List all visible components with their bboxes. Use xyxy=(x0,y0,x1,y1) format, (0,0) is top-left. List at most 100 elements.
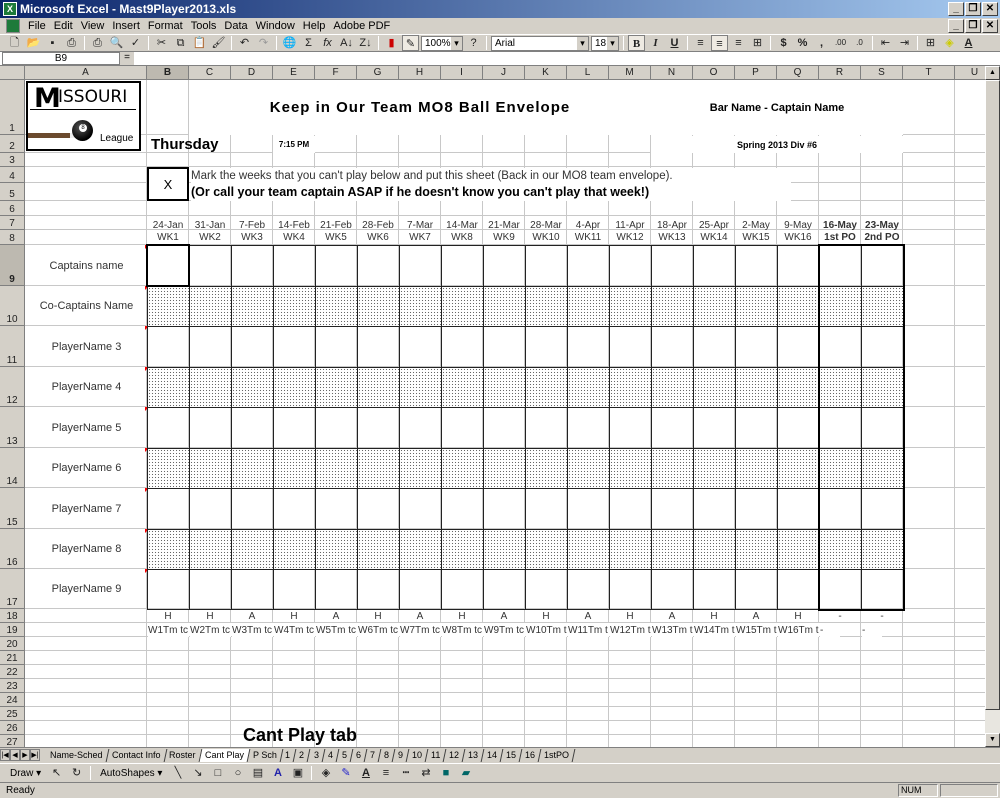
row-header-10[interactable]: 10 xyxy=(0,286,25,326)
availability-cell[interactable] xyxy=(567,448,610,489)
workbook-close-button[interactable]: ✕ xyxy=(982,19,998,33)
availability-cell[interactable] xyxy=(315,448,358,489)
zoom-select[interactable]: 100% xyxy=(421,35,463,51)
availability-cell[interactable] xyxy=(399,367,442,408)
paste-icon[interactable]: 📋 xyxy=(192,37,207,49)
column-header-n[interactable]: N xyxy=(651,66,693,80)
availability-cell[interactable] xyxy=(693,529,736,570)
availability-cell[interactable] xyxy=(441,407,484,449)
column-header-r[interactable]: R xyxy=(819,66,861,80)
redo-icon[interactable]: ↷ xyxy=(258,37,269,49)
print-icon[interactable]: ⎙ xyxy=(93,37,102,49)
availability-cell[interactable] xyxy=(315,529,358,570)
availability-cell[interactable] xyxy=(525,529,568,570)
availability-cell[interactable] xyxy=(777,367,820,408)
scroll-thumb[interactable] xyxy=(985,80,1000,710)
column-header-m[interactable]: M xyxy=(609,66,651,80)
permission-icon[interactable]: ⎙ xyxy=(67,37,76,49)
availability-cell[interactable] xyxy=(525,286,568,327)
chart-wizard-icon[interactable]: ▮ xyxy=(388,37,395,49)
rectangle-icon[interactable]: □ xyxy=(214,767,222,779)
column-header-c[interactable]: C xyxy=(189,66,231,80)
arrow-style-icon[interactable]: ⇄ xyxy=(421,767,431,779)
availability-cell[interactable] xyxy=(273,529,316,570)
new-icon[interactable]: 🗋 xyxy=(10,37,19,49)
row-header-5[interactable]: 5 xyxy=(0,183,25,201)
availability-cell[interactable] xyxy=(189,529,232,570)
availability-cell[interactable] xyxy=(651,407,694,449)
restore-button[interactable]: ❐ xyxy=(965,2,981,16)
availability-cell[interactable] xyxy=(777,488,820,530)
row-header-26[interactable]: 26 xyxy=(0,721,25,735)
align-left-icon[interactable]: ≡ xyxy=(697,37,704,49)
availability-cell[interactable] xyxy=(147,286,190,327)
availability-cell[interactable] xyxy=(357,326,400,368)
text-box-icon[interactable]: ▤ xyxy=(252,767,264,779)
menu-edit[interactable]: Edit xyxy=(53,20,73,32)
column-header-q[interactable]: Q xyxy=(777,66,819,80)
menu-data[interactable]: Data xyxy=(224,20,248,32)
availability-cell[interactable] xyxy=(483,245,526,287)
availability-cell[interactable] xyxy=(735,529,778,570)
availability-cell[interactable] xyxy=(651,529,694,570)
availability-cell[interactable] xyxy=(651,488,694,530)
availability-cell[interactable] xyxy=(441,488,484,530)
sort-descending-icon[interactable]: Z↓ xyxy=(359,37,372,49)
row-header-13[interactable]: 13 xyxy=(0,407,25,448)
column-header-a[interactable]: A xyxy=(25,66,147,80)
3d-icon[interactable]: ▰ xyxy=(461,767,471,779)
row-header-1[interactable]: 1 xyxy=(0,80,25,135)
availability-cell[interactable] xyxy=(231,448,274,489)
sheet-tab-10[interactable]: 10 xyxy=(406,748,429,762)
column-header-f[interactable]: F xyxy=(315,66,357,80)
availability-cell[interactable] xyxy=(735,367,778,408)
name-box[interactable]: B9 xyxy=(2,52,120,65)
availability-cell[interactable] xyxy=(189,488,232,530)
column-header-h[interactable]: H xyxy=(399,66,441,80)
shadow-icon[interactable]: ■ xyxy=(442,767,450,779)
availability-cell[interactable] xyxy=(273,245,316,287)
column-header-b[interactable]: B xyxy=(147,66,189,80)
availability-cell[interactable] xyxy=(399,326,442,368)
availability-cell[interactable] xyxy=(609,529,652,570)
availability-cell[interactable] xyxy=(735,569,778,610)
availability-cell[interactable] xyxy=(567,569,610,610)
availability-cell[interactable] xyxy=(315,407,358,449)
first-sheet-button[interactable]: |◀ xyxy=(0,749,10,761)
availability-cell[interactable] xyxy=(231,529,274,570)
availability-cell[interactable] xyxy=(693,245,736,287)
availability-cell[interactable] xyxy=(651,245,694,287)
clip-art-icon[interactable]: ▣ xyxy=(292,767,304,779)
font-color-icon[interactable]: A xyxy=(361,767,370,779)
column-header-j[interactable]: J xyxy=(483,66,525,80)
select-pointer-icon[interactable]: ↖ xyxy=(52,767,62,779)
availability-cell[interactable] xyxy=(777,326,820,368)
arrow-icon[interactable]: ↘ xyxy=(193,767,203,779)
line-color-icon[interactable]: ✎ xyxy=(341,767,351,779)
availability-cell[interactable] xyxy=(651,286,694,327)
availability-cell[interactable] xyxy=(693,569,736,610)
row-header-27[interactable]: 27 xyxy=(0,735,25,747)
column-header-p[interactable]: P xyxy=(735,66,777,80)
availability-cell[interactable] xyxy=(357,448,400,489)
sheet-tab-contact-info[interactable]: Contact Info xyxy=(106,748,167,762)
availability-cell[interactable] xyxy=(567,326,610,368)
help-icon[interactable]: ? xyxy=(470,37,477,49)
availability-cell[interactable] xyxy=(483,407,526,449)
availability-cell[interactable] xyxy=(567,488,610,530)
availability-cell[interactable] xyxy=(735,488,778,530)
row-header-22[interactable]: 22 xyxy=(0,665,25,679)
availability-cell[interactable] xyxy=(777,529,820,570)
prev-sheet-button[interactable]: ◀ xyxy=(10,749,20,761)
availability-cell[interactable] xyxy=(567,245,610,287)
font-color-icon[interactable]: A xyxy=(964,37,973,49)
availability-cell[interactable] xyxy=(357,245,400,287)
increase-indent-icon[interactable]: ⇥ xyxy=(899,37,910,49)
menu-insert[interactable]: Insert xyxy=(112,20,140,32)
mark-example-cell[interactable]: X xyxy=(147,167,189,201)
availability-cell[interactable] xyxy=(441,326,484,368)
availability-cell[interactable] xyxy=(189,245,232,287)
vertical-scrollbar[interactable]: ▲ ▼ xyxy=(985,66,1000,747)
availability-cell[interactable] xyxy=(315,569,358,610)
availability-cell[interactable] xyxy=(609,367,652,408)
